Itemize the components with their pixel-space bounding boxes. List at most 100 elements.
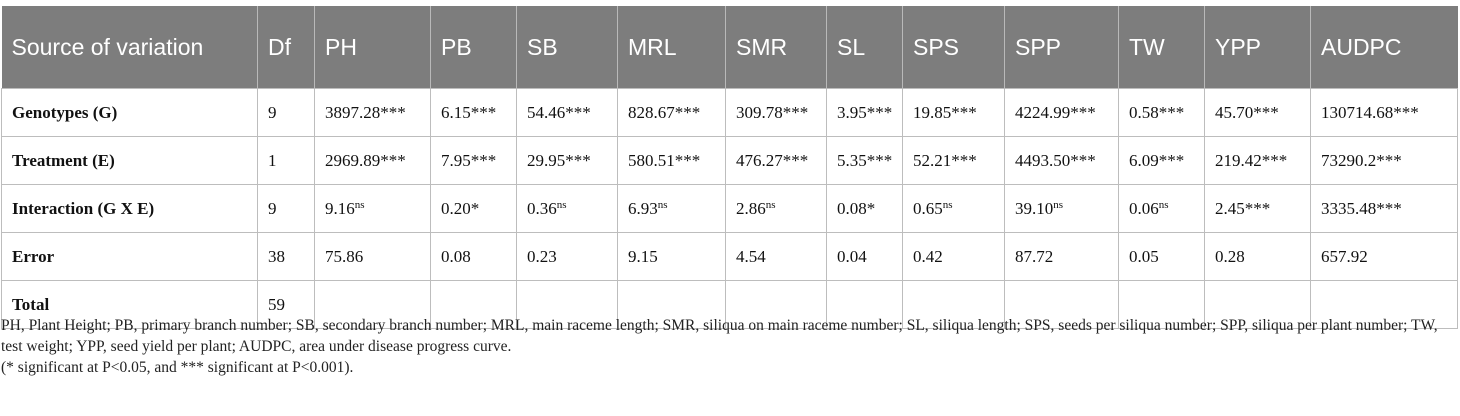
value-cell: 4224.99*** xyxy=(1004,88,1119,137)
value-cell: 0.05 xyxy=(1118,232,1205,281)
value-cell: 73290.2*** xyxy=(1310,136,1458,185)
anova-table-container: Source of variation Df PH PB SB MRL SMR SL SPS SP… xyxy=(0,6,1460,329)
cell-value: 3897.28*** xyxy=(325,102,406,122)
value-cell: 2.45*** xyxy=(1204,184,1311,233)
cell-value: 3335.48*** xyxy=(1321,198,1402,218)
cell-value: 73290.2*** xyxy=(1321,150,1402,170)
value-cell: 4493.50*** xyxy=(1004,136,1119,185)
cell-value: 0.42 xyxy=(913,246,943,266)
table-row: Error 38 75.86 0.08 0.23 9.15 4.54 0.04 0.42 87.7… xyxy=(1,232,1458,281)
value-cell: 0.23 xyxy=(516,232,618,281)
value-cell: 0.65ns xyxy=(902,184,1005,233)
cell-value: 6.09*** xyxy=(1129,150,1185,170)
significance-superscript: ns xyxy=(556,198,567,211)
value-cell xyxy=(430,280,517,329)
cell-value: 9.15 xyxy=(628,246,658,266)
cell-value: 0.65 xyxy=(913,198,943,218)
cell-value: 0.36 xyxy=(527,198,557,218)
value-cell: 476.27*** xyxy=(725,136,827,185)
value-cell: 657.92 xyxy=(1310,232,1458,281)
cell-value: 45.70*** xyxy=(1215,102,1279,122)
cell-value: 0.58*** xyxy=(1129,102,1185,122)
value-cell: 87.72 xyxy=(1004,232,1119,281)
cell-value: 828.67*** xyxy=(628,102,701,122)
value-cell: 6.15*** xyxy=(430,88,517,137)
cell-value: 19.85*** xyxy=(913,102,977,122)
column-header: Source of variation xyxy=(1,6,258,89)
cell-value: 4.54 xyxy=(736,246,766,266)
cell-value: 0.06 xyxy=(1129,198,1159,218)
column-header: YPP xyxy=(1204,6,1311,89)
value-cell: 3897.28*** xyxy=(314,88,431,137)
value-cell: 4.54 xyxy=(725,232,827,281)
value-cell xyxy=(1204,280,1311,329)
cell-value: 0.08* xyxy=(837,198,876,218)
column-header: SB xyxy=(516,6,618,89)
table-header: Source of variation Df PH PB SB MRL SMR SL SPS SP… xyxy=(1,6,1458,89)
table-row: Total 59 xyxy=(1,280,1458,329)
cell-value: 2969.89*** xyxy=(325,150,406,170)
cell-value: 0.20* xyxy=(441,198,480,218)
abbreviations-note: PH, Plant Height; PB, primary branch num… xyxy=(1,317,1438,355)
table-body: Genotypes (G) 9 3897.28*** 6.15*** 54.46*** 8… xyxy=(1,88,1458,329)
value-cell: 309.78*** xyxy=(725,88,827,137)
value-cell: 2.86ns xyxy=(725,184,827,233)
cell-value: 52.21*** xyxy=(913,150,977,170)
cell-value: 87.72 xyxy=(1015,246,1054,266)
cell-value: 2.86 xyxy=(736,198,766,218)
value-cell xyxy=(725,280,827,329)
cell-value: 4224.99*** xyxy=(1015,102,1096,122)
value-cell xyxy=(1118,280,1205,329)
value-cell xyxy=(516,280,618,329)
value-cell: 0.08* xyxy=(826,184,903,233)
value-cell: 9.15 xyxy=(617,232,726,281)
column-header: AUDPC xyxy=(1310,6,1458,89)
cell-value: 75.86 xyxy=(325,246,364,266)
value-cell: 54.46*** xyxy=(516,88,618,137)
source-cell: Error xyxy=(1,232,258,281)
value-cell: 3335.48*** xyxy=(1310,184,1458,233)
cell-value: 130714.68*** xyxy=(1321,102,1419,122)
column-header: MRL xyxy=(617,6,726,89)
column-header: SPP xyxy=(1004,6,1119,89)
column-header: TW xyxy=(1118,6,1205,89)
value-cell: 0.36ns xyxy=(516,184,618,233)
anova-table: Source of variation Df PH PB SB MRL SMR SL SPS SP… xyxy=(1,6,1458,329)
value-cell: 130714.68*** xyxy=(1310,88,1458,137)
cell-value: 39.10 xyxy=(1015,198,1054,218)
value-cell xyxy=(826,280,903,329)
value-cell: 6.93ns xyxy=(617,184,726,233)
source-cell: Genotypes (G) xyxy=(1,88,258,137)
cell-value: 3.95*** xyxy=(837,102,893,122)
table-footnotes: PH, Plant Height; PB, primary branch num… xyxy=(1,315,1456,378)
column-header: SPS xyxy=(902,6,1005,89)
source-cell: Total xyxy=(1,280,258,329)
cell-value: 0.08 xyxy=(441,246,471,266)
value-cell: 219.42*** xyxy=(1204,136,1311,185)
value-cell: 7.95*** xyxy=(430,136,517,185)
value-cell: 0.42 xyxy=(902,232,1005,281)
source-cell: Interaction (G X E) xyxy=(1,184,258,233)
column-header: Df xyxy=(257,6,315,89)
value-cell: 2969.89*** xyxy=(314,136,431,185)
cell-value: 9.16 xyxy=(325,198,355,218)
significance-superscript: ns xyxy=(1053,198,1064,211)
cell-value: 6.15*** xyxy=(441,102,497,122)
significance-superscript: ns xyxy=(765,198,776,211)
value-cell: 828.67*** xyxy=(617,88,726,137)
value-cell: 0.08 xyxy=(430,232,517,281)
value-cell xyxy=(1310,280,1458,329)
value-cell: 0.06ns xyxy=(1118,184,1205,233)
cell-value: 4493.50*** xyxy=(1015,150,1096,170)
column-header: SMR xyxy=(725,6,827,89)
value-cell: 5.35*** xyxy=(826,136,903,185)
cell-value: 6.93 xyxy=(628,198,658,218)
value-cell: 0.20* xyxy=(430,184,517,233)
significance-superscript: ns xyxy=(657,198,668,211)
header-row: Source of variation Df PH PB SB MRL SMR SL SPS SP… xyxy=(1,6,1458,89)
column-header: PB xyxy=(430,6,517,89)
df-cell: 38 xyxy=(257,232,315,281)
value-cell: 19.85*** xyxy=(902,88,1005,137)
significance-superscript: ns xyxy=(942,198,953,211)
cell-value: 0.23 xyxy=(527,246,557,266)
